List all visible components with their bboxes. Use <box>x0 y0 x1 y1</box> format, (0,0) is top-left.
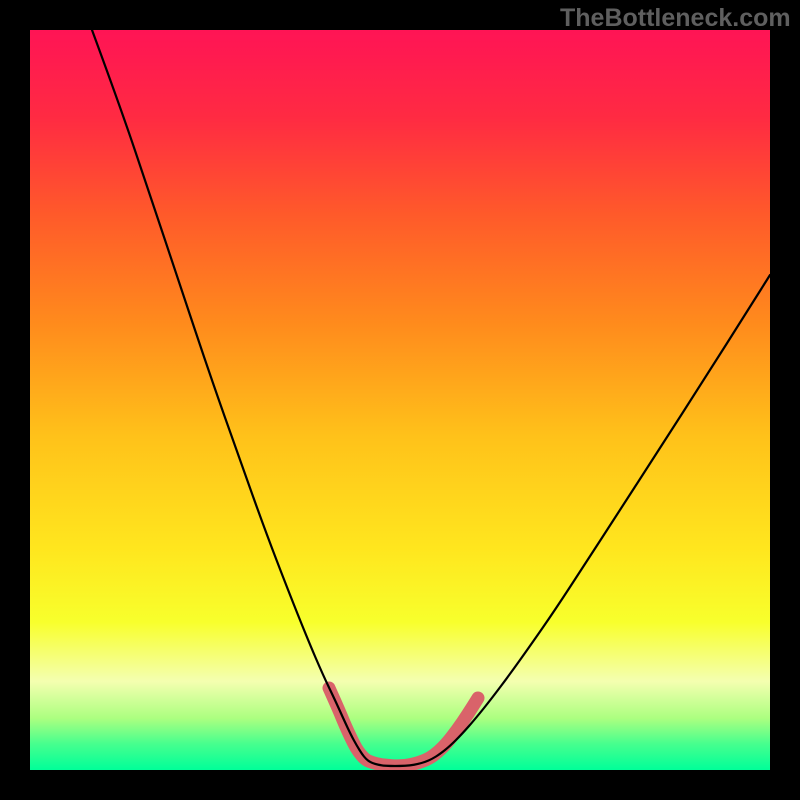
gradient-background <box>30 30 770 770</box>
watermark-label: TheBottleneck.com <box>560 4 791 33</box>
bottleneck-chart <box>30 30 770 770</box>
chart-root <box>30 30 770 770</box>
